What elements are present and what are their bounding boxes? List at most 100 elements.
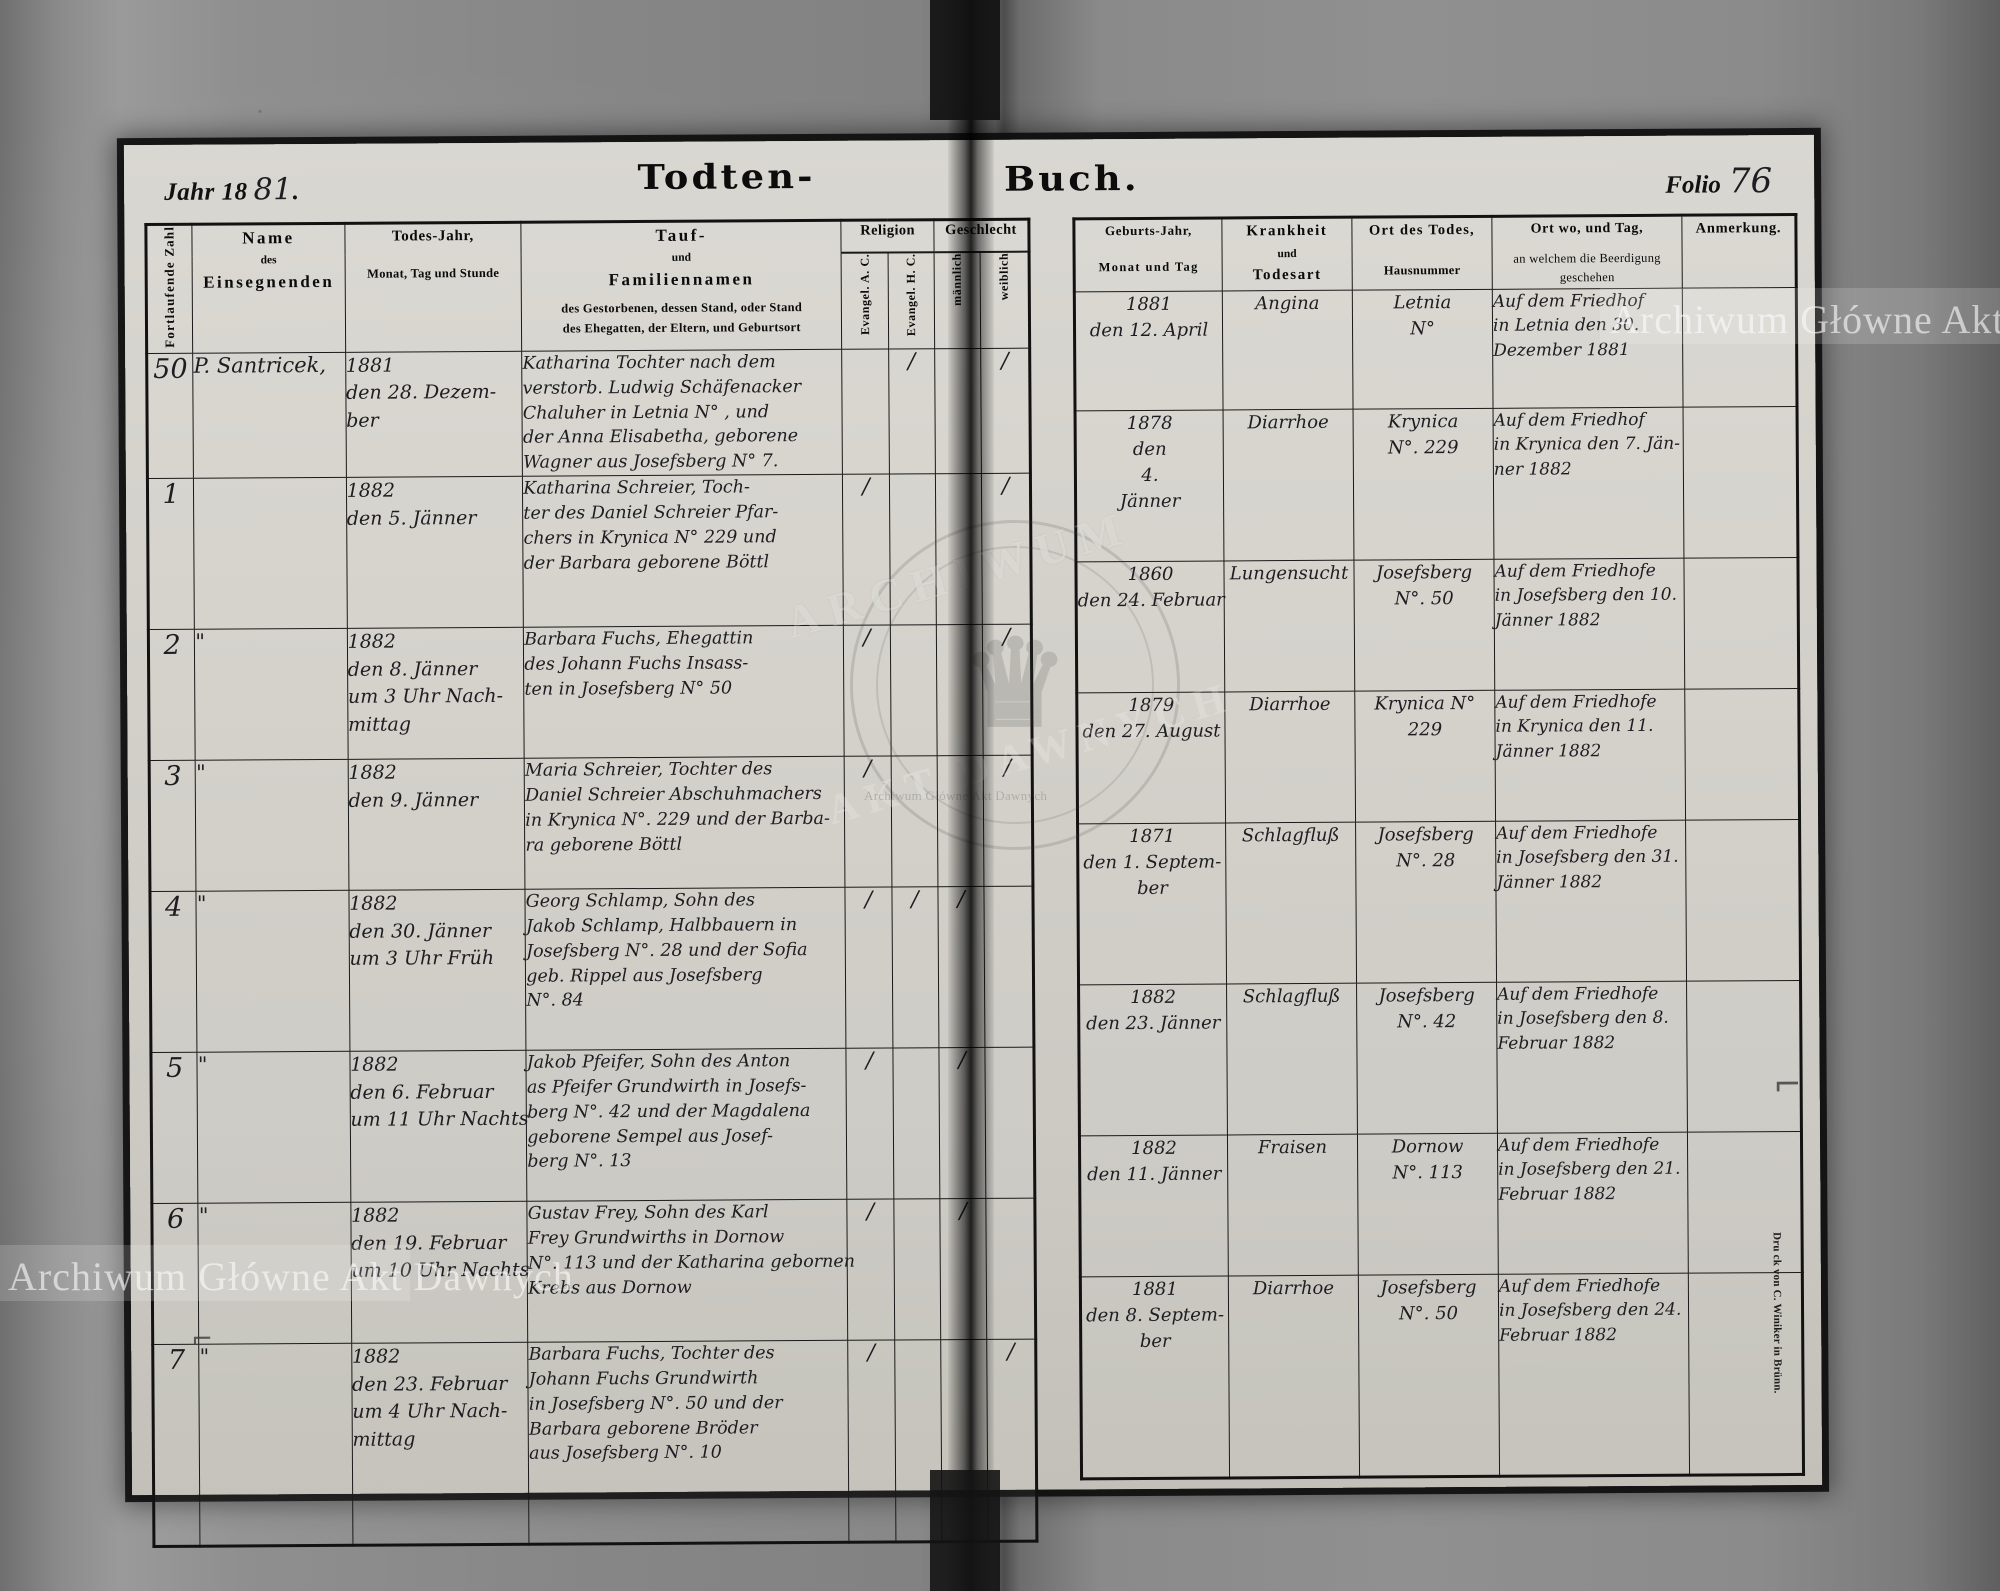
cell-sequence: 6 bbox=[151, 1203, 200, 1345]
cell-sex-female: / bbox=[983, 755, 1033, 887]
table-row[interactable]: 1871 den 1. Septem-ber Schlagfluß Josefsber… bbox=[1077, 818, 1801, 985]
col-header-religion-group: Religion bbox=[841, 219, 935, 253]
table-row[interactable]: 1879 den 27. August Diarrhoe Krynica N° 229 A… bbox=[1076, 688, 1800, 824]
cell-place-of-death: Krynica N°. 229 bbox=[1353, 407, 1494, 560]
table-row[interactable]: 1882 den 23. Jänner Schlagfluß Josefsberg N°… bbox=[1078, 979, 1802, 1136]
table-row[interactable]: 7 " 1882 den 23. Februar um 4 Uhr Nach-mitta… bbox=[152, 1339, 1037, 1547]
table-row[interactable]: 1878 den 4. Jänner Diarrhoe Krynica N°. 229 Auf… bbox=[1075, 406, 1798, 562]
cell-illness: Diarrhoe bbox=[1228, 1274, 1360, 1478]
cell-note bbox=[1688, 1271, 1804, 1475]
cell-death-date: 1882 den 8. Jänner um 3 Uhr Nach-mittag bbox=[347, 627, 525, 760]
table-row[interactable]: 1 1882 den 5. Jänner Katharina Schreier, To… bbox=[147, 473, 1032, 630]
cell-names: Georg Schlamp, Sohn des Jakob Schlamp, Ha… bbox=[525, 887, 847, 1051]
folio-printed-text: Folio bbox=[1665, 171, 1721, 199]
cell-religion-hc bbox=[893, 1198, 941, 1341]
table-row[interactable]: 2 " 1882 den 8. Jänner um 3 Uhr Nach-mittag B… bbox=[148, 624, 1033, 761]
col-header-birth-date-sub: Monat und Tag bbox=[1098, 259, 1199, 275]
table-row[interactable]: 5 " 1882 den 6. Februar um 11 Uhr Nachts Jako… bbox=[150, 1047, 1035, 1204]
cell-burial: Auf dem Friedhofe in Josefsberg den 21. Fe… bbox=[1497, 1131, 1689, 1274]
cell-names: Maria Schreier, Tochter des Daniel Schrei… bbox=[524, 756, 846, 890]
cell-religion-ac: / bbox=[847, 1199, 895, 1341]
cell-birth-date: 1882 den 11. Jänner bbox=[1079, 1134, 1229, 1277]
col-header-names-main: Tauf- bbox=[655, 225, 708, 245]
cell-place-of-death: Josefsberg N°. 28 bbox=[1355, 820, 1497, 983]
cell-sex-female: / bbox=[981, 473, 1032, 625]
cell-names: Gustav Frey, Sohn des Karl Frey Grundwirt… bbox=[527, 1199, 855, 1343]
stray-pencil-mark-right: ⌐ bbox=[1773, 1064, 1802, 1106]
col-header-minister-of: des bbox=[260, 253, 277, 266]
cell-sequence: 3 bbox=[149, 760, 197, 892]
cell-place-of-death: Letnia N° bbox=[1352, 288, 1494, 409]
table-row[interactable]: 50 P. Santricek, 1881 den 28. Dezem-ber Kath… bbox=[146, 348, 1031, 479]
year-label: Jahr 18 81. bbox=[164, 172, 300, 208]
cell-sex-female: / bbox=[982, 624, 1033, 756]
table-row[interactable]: 6 " 1882 den 19. Februar um 10 Uhr Nachts Gus… bbox=[151, 1198, 1036, 1345]
book-title-part2: Buch. bbox=[1003, 158, 1140, 200]
table-row[interactable]: 1860 den 24. Februar Lungensucht Josefsberg… bbox=[1075, 557, 1799, 693]
cell-death-date: 1882 den 19. Februar um 10 Uhr Nachts bbox=[350, 1201, 530, 1344]
cell-sequence: 1 bbox=[147, 478, 195, 630]
col-header-illness-sub: Todesart bbox=[1252, 266, 1322, 284]
page-heading: Jahr 18 81. Todten- Buch. Folio 76 bbox=[124, 149, 1814, 221]
col-header-illness: Krankheit und Todesart bbox=[1221, 217, 1353, 291]
col-header-minister-sub: Einsegnenden bbox=[203, 271, 335, 292]
col-header-burial: Ort wo, und Tag, an welchem die Beerdigu… bbox=[1491, 215, 1683, 289]
col-header-note: Anmerkung. bbox=[1681, 214, 1797, 288]
table-row[interactable]: 1882 den 11. Jänner Fraisen Dornow N°. 113 Au… bbox=[1079, 1130, 1803, 1277]
col-header-religion-ac: Evangel. A. C. bbox=[841, 252, 889, 350]
col-header-sex-male: männlich bbox=[934, 251, 982, 349]
col-header-religion-hc: Evangel. H. C. bbox=[887, 252, 935, 349]
cell-religion-ac: / bbox=[843, 625, 891, 757]
col-header-sex-group-label: Geschlecht bbox=[945, 221, 1017, 239]
book-title-part1: Todten- bbox=[637, 156, 816, 199]
col-header-sequence-label: Fortlaufende Zahl bbox=[161, 225, 178, 348]
cell-minister: " bbox=[196, 890, 350, 1053]
left-table-body: 50 P. Santricek, 1881 den 28. Dezem-ber Kath… bbox=[146, 348, 1037, 1547]
col-header-place-sub: Hausnummer bbox=[1383, 262, 1461, 278]
cell-burial: Auf dem Friedhofe in Krynica den 11. Jänne… bbox=[1494, 688, 1686, 821]
cell-religion-hc bbox=[890, 624, 938, 757]
col-header-burial-sub2: geschehen bbox=[1559, 270, 1615, 285]
cell-religion-ac: / bbox=[848, 1340, 896, 1543]
col-header-burial-sub1: an welchem die Beerdigung bbox=[1513, 250, 1661, 266]
cell-birth-date: 1881 den 8. Septem-ber bbox=[1080, 1275, 1230, 1479]
cell-sequence: 50 bbox=[146, 353, 194, 479]
cell-religion-ac: / bbox=[842, 474, 891, 626]
cell-illness: Diarrhoe bbox=[1224, 690, 1356, 823]
book-binding-gutter-top bbox=[930, 0, 1000, 120]
table-row[interactable]: 3 " 1882 den 9. Jänner Maria Schreier, Tocht… bbox=[149, 755, 1033, 892]
cell-note bbox=[1684, 688, 1800, 820]
table-row[interactable]: 1881 den 8. Septem-ber Diarrhoe Josefsberg N… bbox=[1080, 1271, 1804, 1479]
cell-note bbox=[1683, 406, 1798, 558]
col-header-religion-hc-label: Evangel. H. C. bbox=[903, 253, 918, 337]
cell-sequence: 5 bbox=[150, 1052, 199, 1204]
cell-sequence: 7 bbox=[152, 1344, 201, 1547]
left-page-table-wrapper: Fortlaufende Zahl Name des Einsegnenden … bbox=[144, 217, 1039, 1549]
cell-names: Katharina Tochter nach dem verstorb. Ludw… bbox=[521, 349, 843, 477]
cell-place-of-death: Josefsberg N°. 42 bbox=[1356, 981, 1498, 1134]
col-header-death-date-main: Todes-Jahr, bbox=[391, 228, 474, 245]
cell-illness: Lungensucht bbox=[1223, 559, 1355, 692]
col-header-minister-main: Name bbox=[242, 228, 295, 248]
cell-place-of-death: Dornow N°. 113 bbox=[1357, 1132, 1499, 1275]
col-header-sex-male-label: männlich bbox=[949, 253, 965, 306]
cell-religion-hc bbox=[892, 1047, 940, 1200]
col-header-names: Tauf- und Familiennamen des Gestorbenen,… bbox=[521, 220, 842, 352]
cell-death-date: 1882 den 9. Jänner bbox=[347, 758, 526, 891]
cell-burial: Auf dem Friedhofe in Josefsberg den 31. Jä… bbox=[1495, 819, 1687, 982]
table-row[interactable]: 4 " 1882 den 30. Jänner um 3 Uhr Früh Georg S… bbox=[149, 886, 1034, 1053]
right-header-row: Geburts-Jahr, Monat und Tag Krankheit un… bbox=[1073, 214, 1797, 292]
register-leaf: Jahr 18 81. Todten- Buch. Folio 76 Fortl bbox=[123, 134, 1823, 1549]
cell-religion-hc bbox=[889, 473, 937, 626]
death-register-left-table: Fortlaufende Zahl Name des Einsegnenden … bbox=[144, 217, 1039, 1549]
col-header-religion-group-label: Religion bbox=[860, 222, 916, 239]
col-header-note-label: Anmerkung. bbox=[1695, 220, 1782, 237]
col-header-death-date: Todes-Jahr, Monat, Tag und Stunde bbox=[344, 222, 522, 353]
cell-burial: Auf dem Friedhofe in Josefsberg den 8. Feb… bbox=[1496, 980, 1688, 1133]
col-header-sequence: Fortlaufende Zahl bbox=[145, 224, 194, 354]
col-header-names-main2: Familiennamen bbox=[608, 269, 755, 290]
cell-birth-date: 1860 den 24. Februar bbox=[1075, 560, 1225, 693]
cell-names: Katharina Schreier, Toch-ter des Daniel … bbox=[522, 474, 844, 628]
col-header-minister: Name des Einsegnenden bbox=[192, 223, 346, 354]
table-row[interactable]: 1881 den 12. April Angina Letnia N° Auf dem F… bbox=[1074, 287, 1798, 411]
